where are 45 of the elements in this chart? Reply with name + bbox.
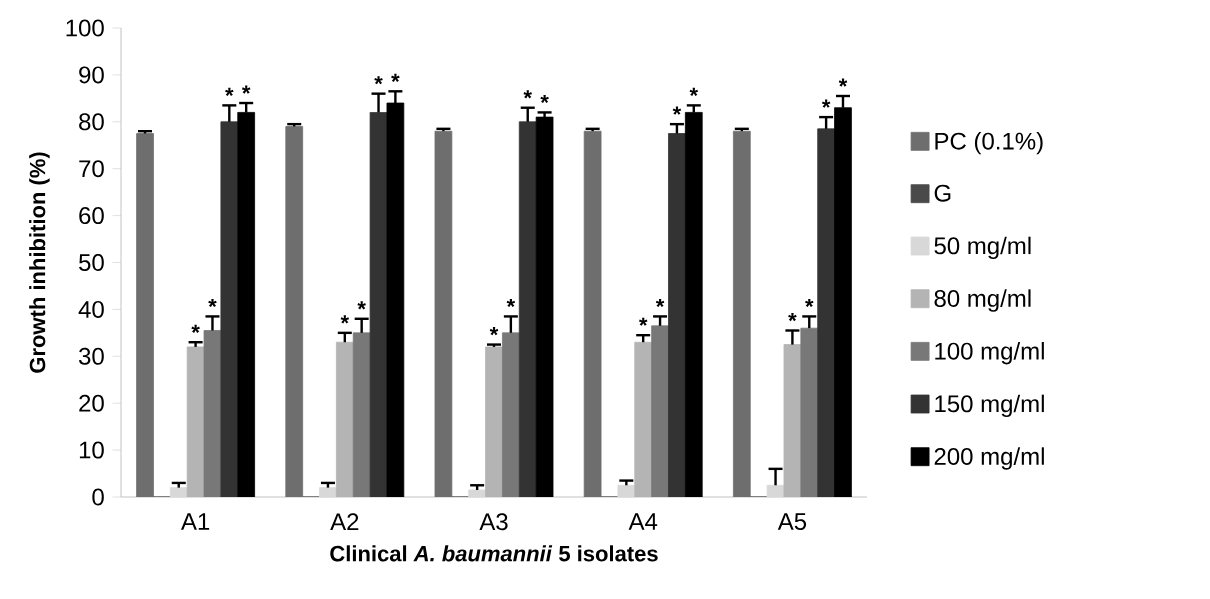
data-label: * bbox=[540, 94, 549, 104]
data-label: * bbox=[208, 298, 217, 308]
legend-label: 200 mg/ml bbox=[934, 447, 1044, 470]
data-label: * bbox=[241, 85, 251, 94]
x-tick-label: A2 bbox=[330, 513, 359, 530]
data-label: * bbox=[805, 298, 814, 308]
data-label: * bbox=[638, 317, 648, 326]
data-label: * bbox=[191, 324, 200, 333]
x-tick-label: A1 bbox=[180, 513, 210, 530]
x-tick-label: A5 bbox=[777, 513, 807, 530]
y-tick-label: 90 bbox=[79, 66, 104, 84]
y-tick-label: 20 bbox=[79, 394, 104, 412]
data-label: * bbox=[689, 87, 699, 97]
data-label: * bbox=[225, 87, 234, 97]
data-label: * bbox=[788, 312, 797, 322]
y-tick-label: 100 bbox=[66, 19, 104, 37]
y-axis-title: Growth inhibition (%) bbox=[29, 152, 50, 373]
x-tick-label: A3 bbox=[479, 513, 508, 531]
legend-label: 50 mg/ml bbox=[934, 236, 1031, 260]
y-tick-label: 70 bbox=[79, 160, 104, 178]
legend-label: 80 mg/ml bbox=[934, 289, 1031, 312]
legend-label: 150 mg/ml bbox=[935, 394, 1044, 418]
y-tick-label: 50 bbox=[79, 254, 104, 272]
y-tick-label: 40 bbox=[78, 300, 104, 318]
y-tick-label: 30 bbox=[78, 347, 104, 365]
data-label: * bbox=[838, 78, 848, 87]
legend-label: 100 mg/ml bbox=[935, 342, 1044, 365]
y-tick-label: 60 bbox=[79, 207, 104, 225]
data-label: * bbox=[672, 106, 682, 115]
y-tick-label: 10 bbox=[79, 441, 104, 459]
data-label: * bbox=[374, 76, 383, 85]
x-tick-label: A4 bbox=[628, 513, 658, 530]
legend-label: PC (0.1%) bbox=[935, 131, 1043, 155]
data-label: * bbox=[523, 90, 532, 99]
data-label: * bbox=[506, 298, 516, 308]
data-label: * bbox=[391, 73, 400, 82]
data-label: * bbox=[655, 298, 665, 308]
legend-label: G bbox=[934, 184, 951, 202]
data-label: * bbox=[821, 99, 831, 108]
data-label: * bbox=[340, 315, 350, 324]
y-tick-label: 0 bbox=[92, 488, 104, 506]
x-axis-title: Clinical A. baumannii 5 isolates bbox=[330, 545, 658, 562]
data-label: * bbox=[357, 301, 366, 310]
data-label: * bbox=[489, 327, 499, 336]
y-tick-label: 80 bbox=[79, 113, 104, 131]
